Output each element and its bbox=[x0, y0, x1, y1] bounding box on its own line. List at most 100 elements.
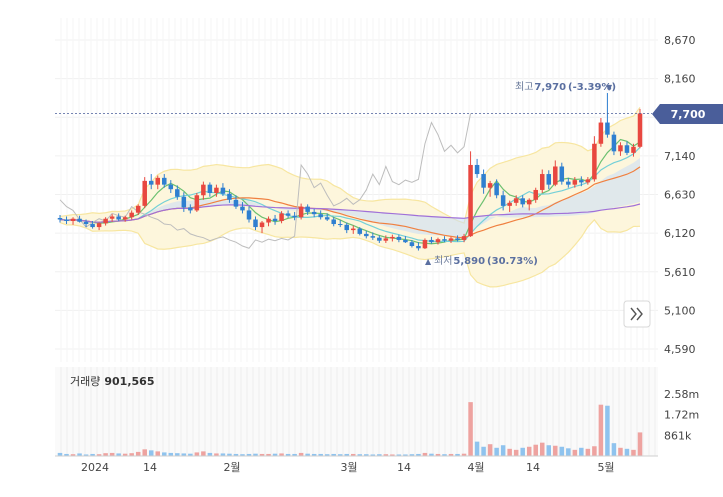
volume-bar bbox=[455, 453, 460, 456]
candle-body bbox=[403, 239, 408, 243]
candle-body bbox=[129, 212, 134, 218]
volume-bar bbox=[572, 449, 578, 456]
double-chevron-right-icon bbox=[630, 307, 643, 321]
candle-body bbox=[175, 189, 180, 197]
ichimoku-cloud bbox=[60, 157, 640, 238]
volume-bar bbox=[624, 448, 630, 456]
y-tick-label: 5,100 bbox=[664, 304, 696, 317]
candle-body bbox=[487, 183, 493, 188]
candle-body bbox=[585, 179, 591, 183]
volume-bg bbox=[55, 367, 658, 456]
volume-bar bbox=[461, 453, 467, 456]
volume-bar bbox=[77, 453, 82, 456]
volume-bar bbox=[331, 453, 336, 456]
bollinger-band bbox=[60, 107, 640, 287]
candle-body bbox=[324, 217, 330, 220]
volume-bar bbox=[246, 453, 252, 456]
candle-body bbox=[246, 210, 252, 220]
candle-body bbox=[546, 174, 552, 185]
candle-body bbox=[351, 228, 356, 231]
volume-bar bbox=[233, 453, 239, 456]
volume-tick-label: 1.72m bbox=[664, 409, 699, 422]
low-annotation: 최저5,890 (30.73%) bbox=[434, 255, 538, 267]
candle-body bbox=[377, 237, 382, 241]
bollinger-lower bbox=[59, 218, 641, 288]
candle-body bbox=[364, 233, 369, 237]
candle-body bbox=[631, 146, 636, 153]
volume-bar bbox=[442, 454, 447, 456]
volume-tick-label: 2.58m bbox=[664, 388, 699, 401]
candle-body bbox=[64, 219, 69, 222]
volume-bar bbox=[279, 453, 284, 456]
candle-body bbox=[598, 122, 604, 144]
candle-body bbox=[148, 180, 154, 185]
candle-body bbox=[214, 187, 219, 193]
candle-body bbox=[533, 189, 538, 200]
x-tick-label: 14 bbox=[143, 461, 157, 474]
volume-bar bbox=[103, 453, 108, 456]
volume-bar bbox=[526, 446, 532, 456]
bollinger-upper bbox=[59, 106, 641, 224]
candle-body bbox=[624, 145, 630, 153]
volume-bar bbox=[162, 452, 167, 456]
y-tick-label: 8,160 bbox=[664, 73, 696, 86]
candle-body bbox=[494, 183, 499, 196]
volume-bar bbox=[611, 443, 617, 456]
candle-body bbox=[559, 166, 565, 182]
volume-bar bbox=[344, 453, 349, 456]
volume-bar bbox=[585, 448, 591, 456]
volume-bar bbox=[559, 446, 565, 456]
candle-body bbox=[253, 219, 258, 228]
candle-body bbox=[122, 217, 128, 220]
candle-body bbox=[272, 218, 278, 222]
candle-body bbox=[240, 206, 245, 211]
candle-body bbox=[605, 122, 610, 135]
volume-bar bbox=[259, 453, 265, 456]
ma60-line bbox=[59, 203, 641, 223]
candle-body bbox=[318, 214, 323, 218]
x-tick-label: 2월 bbox=[223, 461, 240, 474]
expand-button[interactable] bbox=[623, 300, 651, 328]
volume-bar bbox=[337, 454, 343, 456]
volume-bar bbox=[253, 453, 258, 456]
volume-bar bbox=[409, 454, 415, 456]
candle-body bbox=[194, 195, 200, 211]
volume-bar bbox=[605, 405, 610, 456]
volume-bar bbox=[201, 451, 206, 456]
volume-bar bbox=[272, 453, 278, 456]
volume-bar bbox=[598, 404, 604, 456]
y-tick-label: 6,120 bbox=[664, 227, 696, 240]
volume-panel: 2.58m 1.72m 861k 거래량 901,565 bbox=[55, 367, 699, 456]
volume-bar bbox=[364, 454, 369, 456]
volume-bar bbox=[83, 454, 89, 456]
volume-bar bbox=[520, 447, 525, 456]
high-annotation: 최고7,970 (-3.39%) bbox=[515, 81, 616, 93]
candle-body bbox=[370, 236, 376, 238]
candle-body bbox=[390, 236, 395, 239]
candle-body bbox=[637, 113, 643, 147]
candle-body bbox=[337, 224, 343, 226]
candle-body bbox=[285, 213, 291, 216]
volume-bar bbox=[390, 454, 395, 456]
volume-bar bbox=[194, 452, 200, 456]
volume-bar bbox=[474, 441, 480, 456]
candle-body bbox=[396, 236, 402, 240]
candle-body bbox=[429, 239, 434, 243]
volume-bar bbox=[468, 402, 473, 456]
candle-body bbox=[344, 224, 349, 231]
volume-bar bbox=[416, 453, 421, 456]
volume-bar bbox=[631, 449, 636, 456]
candle-body bbox=[383, 238, 389, 241]
volume-bar bbox=[546, 445, 552, 456]
volume-bar bbox=[377, 454, 382, 456]
candle-body bbox=[435, 239, 441, 243]
annotations: 최고7,970 (-3.39%) ▼ ▲ 최저5,890 (30.73%) 7,70… bbox=[425, 81, 723, 328]
volume-bar bbox=[311, 453, 317, 456]
volume-bar bbox=[357, 454, 363, 456]
candle-body bbox=[539, 174, 545, 190]
volume-bar bbox=[403, 454, 408, 456]
volume-bar bbox=[135, 451, 141, 456]
volume-bar bbox=[324, 454, 330, 456]
candle-body bbox=[566, 181, 571, 185]
volume-bar bbox=[592, 446, 597, 456]
